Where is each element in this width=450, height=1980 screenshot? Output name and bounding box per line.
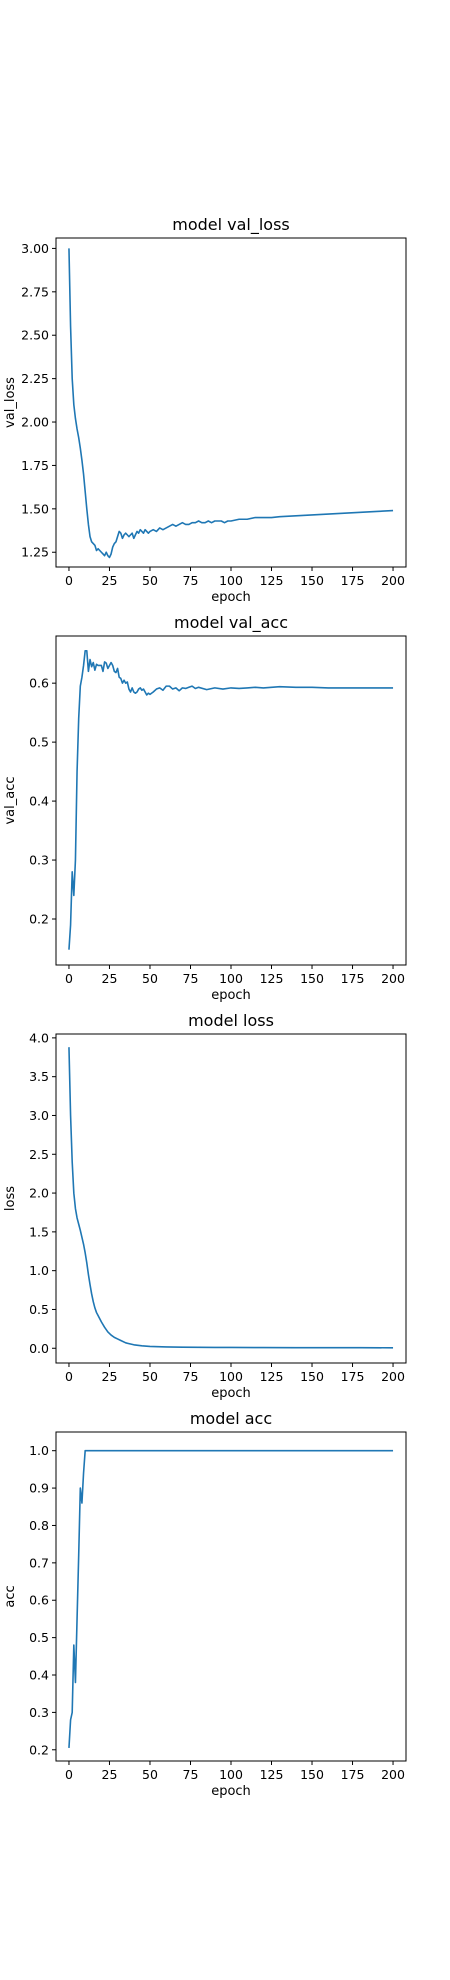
y-axis-label: loss bbox=[3, 1186, 18, 1211]
x-tick-label: 25 bbox=[102, 573, 118, 588]
x-tick-label: 150 bbox=[300, 573, 324, 588]
x-tick-label: 200 bbox=[381, 1767, 405, 1782]
x-tick-label: 25 bbox=[102, 1767, 118, 1782]
x-axis-label: epoch bbox=[211, 1784, 251, 1799]
series-line bbox=[68, 1449, 394, 1748]
x-tick-label: 25 bbox=[102, 971, 118, 986]
y-tick-label: 0.4 bbox=[29, 1668, 49, 1683]
x-tick-label: 75 bbox=[183, 1369, 199, 1384]
y-tick-label: 0.2 bbox=[29, 912, 49, 927]
y-tick-label: 2.25 bbox=[21, 371, 49, 386]
x-axis-label: epoch bbox=[211, 1386, 251, 1401]
x-tick-label: 175 bbox=[341, 971, 365, 986]
x-tick-label: 0 bbox=[65, 971, 73, 986]
chart-1: model val_acc 0 25 50 75 100 125 150 175 200 0.2 0.… bbox=[3, 613, 407, 1003]
x-tick-label: 150 bbox=[300, 971, 324, 986]
series-line bbox=[68, 649, 394, 950]
x-tick-label: 100 bbox=[219, 573, 243, 588]
y-tick-label: 0.7 bbox=[29, 1555, 49, 1570]
x-tick-label: 75 bbox=[183, 573, 199, 588]
y-tick-label: 0.4 bbox=[29, 794, 49, 809]
x-tick-label: 100 bbox=[219, 971, 243, 986]
x-tick-label: 150 bbox=[300, 1767, 324, 1782]
y-tick-label: 3.00 bbox=[21, 241, 49, 256]
x-tick-label: 200 bbox=[381, 1369, 405, 1384]
y-axis-label: val_loss bbox=[3, 377, 18, 428]
x-tick-label: 125 bbox=[260, 1369, 284, 1384]
chart-title: model val_loss bbox=[172, 215, 290, 235]
y-tick-label: 0.9 bbox=[29, 1481, 49, 1496]
y-axis-label: acc bbox=[3, 1585, 18, 1607]
y-tick-label: 1.0 bbox=[29, 1443, 49, 1458]
y-tick-label: 1.25 bbox=[21, 545, 49, 560]
chart-title: model val_acc bbox=[174, 613, 288, 633]
chart-0: model val_loss 0 25 50 75 100 125 150 175 200 1.25… bbox=[3, 215, 407, 605]
chart-3: model acc 0 25 50 75 100 125 150 175 200 0.2 0.3 0.4… bbox=[3, 1409, 407, 1799]
x-tick-label: 0 bbox=[65, 1369, 73, 1384]
x-tick-label: 200 bbox=[381, 573, 405, 588]
y-tick-label: 3.5 bbox=[29, 1069, 49, 1084]
series-line bbox=[68, 1047, 394, 1349]
y-tick-label: 1.75 bbox=[21, 458, 49, 473]
x-tick-label: 100 bbox=[219, 1767, 243, 1782]
y-tick-label: 0.0 bbox=[29, 1341, 49, 1356]
x-tick-label: 25 bbox=[102, 1369, 118, 1384]
y-tick-label: 2.0 bbox=[29, 1186, 49, 1201]
y-tick-label: 2.75 bbox=[21, 284, 49, 299]
x-tick-label: 125 bbox=[260, 971, 284, 986]
plot-frame bbox=[55, 635, 407, 966]
series-line bbox=[68, 248, 394, 559]
y-tick-label: 0.6 bbox=[29, 1593, 49, 1608]
y-tick-label: 1.5 bbox=[29, 1224, 49, 1239]
x-tick-label: 50 bbox=[142, 971, 158, 986]
plot-frame bbox=[55, 1033, 407, 1364]
x-tick-label: 50 bbox=[142, 1767, 158, 1782]
x-tick-label: 0 bbox=[65, 573, 73, 588]
x-tick-label: 75 bbox=[183, 971, 199, 986]
x-tick-label: 0 bbox=[65, 1767, 73, 1782]
plot-frame bbox=[55, 1431, 407, 1762]
y-tick-label: 1.0 bbox=[29, 1263, 49, 1278]
x-tick-label: 200 bbox=[381, 971, 405, 986]
plot-frame bbox=[55, 237, 407, 568]
y-tick-label: 0.3 bbox=[29, 1705, 49, 1720]
y-axis-label: val_acc bbox=[3, 776, 18, 824]
x-tick-label: 175 bbox=[341, 1767, 365, 1782]
y-tick-label: 2.5 bbox=[29, 1147, 49, 1162]
y-tick-label: 0.6 bbox=[29, 676, 49, 691]
y-tick-label: 1.50 bbox=[21, 501, 49, 516]
x-tick-label: 175 bbox=[341, 1369, 365, 1384]
x-tick-label: 75 bbox=[183, 1767, 199, 1782]
y-tick-label: 0.2 bbox=[29, 1742, 49, 1757]
x-tick-label: 175 bbox=[341, 573, 365, 588]
y-tick-label: 0.8 bbox=[29, 1518, 49, 1533]
y-tick-label: 0.5 bbox=[29, 735, 49, 750]
y-tick-label: 2.00 bbox=[21, 415, 49, 430]
y-tick-label: 2.50 bbox=[21, 328, 49, 343]
y-tick-label: 0.5 bbox=[29, 1630, 49, 1645]
x-tick-label: 100 bbox=[219, 1369, 243, 1384]
chart-title: model acc bbox=[190, 1409, 272, 1428]
chart-title: model loss bbox=[188, 1011, 274, 1030]
y-tick-label: 0.5 bbox=[29, 1302, 49, 1317]
x-tick-label: 50 bbox=[142, 573, 158, 588]
x-axis-label: epoch bbox=[211, 988, 251, 1003]
x-tick-label: 125 bbox=[260, 573, 284, 588]
x-tick-label: 125 bbox=[260, 1767, 284, 1782]
y-tick-label: 3.0 bbox=[29, 1108, 49, 1123]
y-tick-label: 4.0 bbox=[29, 1030, 49, 1045]
x-tick-label: 150 bbox=[300, 1369, 324, 1384]
x-axis-label: epoch bbox=[211, 590, 251, 605]
x-tick-label: 50 bbox=[142, 1369, 158, 1384]
chart-2: model loss 0 25 50 75 100 125 150 175 200 0.0 0.5 1.… bbox=[3, 1011, 407, 1401]
y-tick-label: 0.3 bbox=[29, 853, 49, 868]
